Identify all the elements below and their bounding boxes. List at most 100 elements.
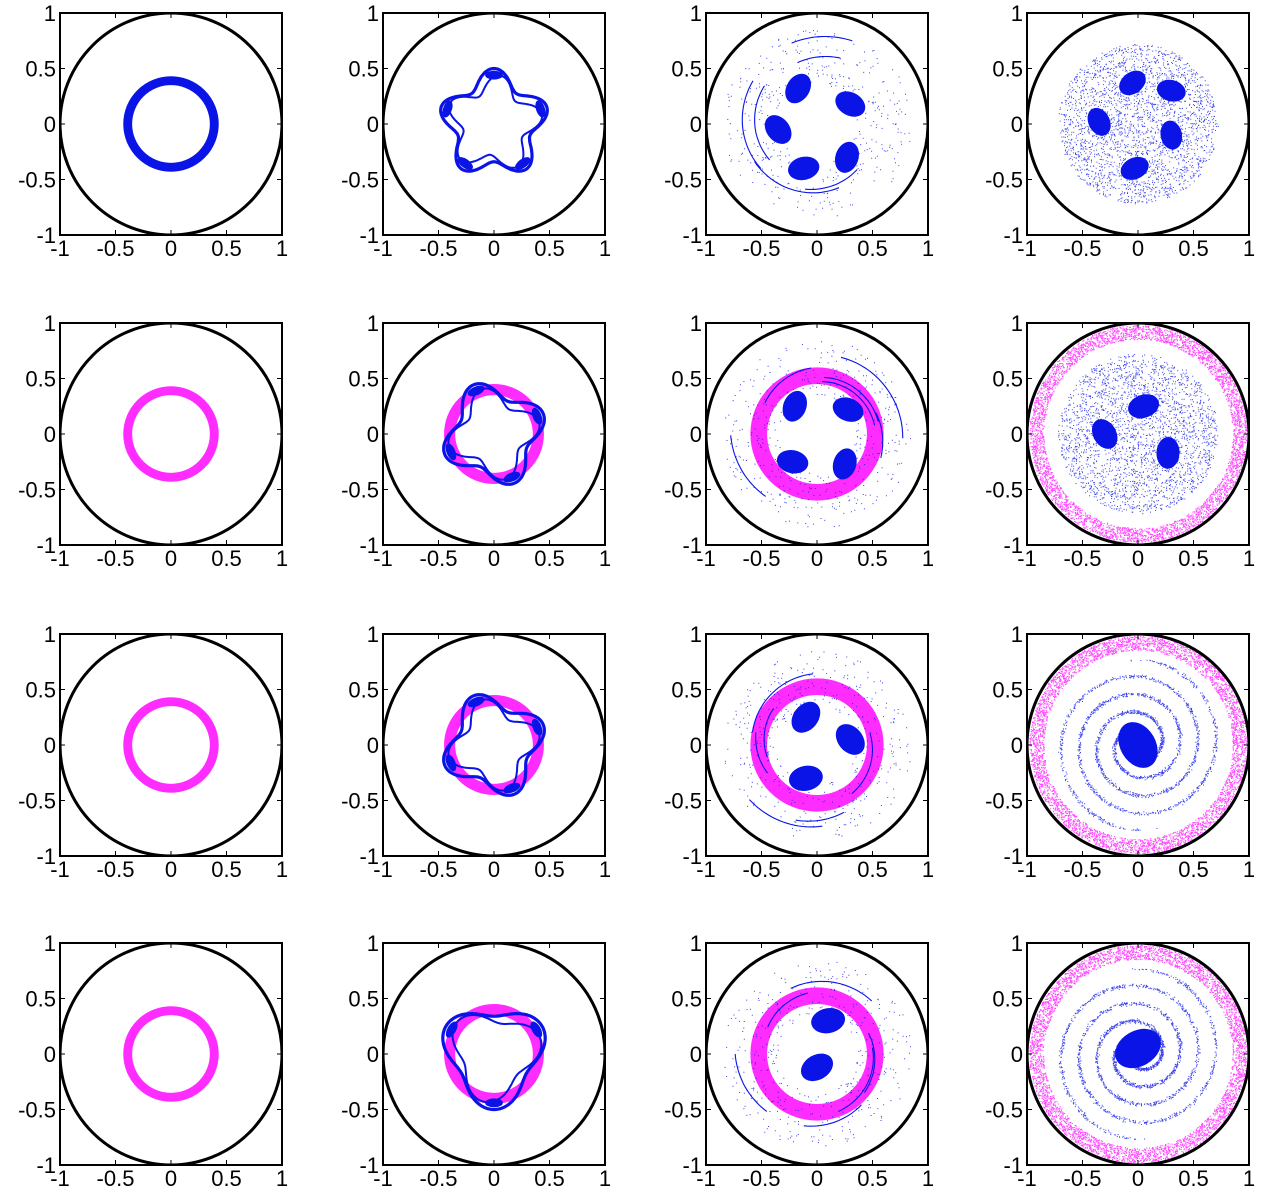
y-tick-label: -1	[36, 1153, 56, 1178]
x-tick-label: -0.5	[1064, 857, 1102, 882]
y-tick-label: -0.5	[664, 1098, 702, 1123]
ring-band	[1029, 635, 1248, 855]
vortex-patch-1	[1128, 394, 1160, 419]
panel-r3-c1: -1 -0.5 0 0.5 1 -1 -0.5 0 0.5 1	[18, 622, 288, 882]
x-tick-label: -1	[50, 236, 70, 261]
y-tick-label: 0	[44, 733, 56, 758]
y-tick-label: 0	[44, 1042, 56, 1067]
filaments	[725, 341, 911, 528]
x-tick-label: 0	[1132, 546, 1144, 571]
vortex-patch-1	[1118, 722, 1158, 768]
plot-area	[1027, 634, 1249, 856]
plot-area	[60, 943, 282, 1165]
x-tick-label: 1	[276, 857, 288, 882]
x-tick-label: -0.5	[420, 236, 458, 261]
y-tick-label: -1	[359, 223, 379, 248]
ring-band	[750, 678, 884, 812]
ring-band	[1029, 944, 1248, 1164]
y-tick-label: 0.5	[992, 57, 1023, 82]
vortex-patch-2	[832, 397, 864, 422]
y-tick-label: -0.5	[985, 789, 1023, 814]
vortex-patch-5	[764, 115, 792, 144]
panel-r4-c3: -1 -0.5 0 0.5 1 -1 -0.5 0 0.5 1	[664, 931, 934, 1191]
x-tick-label: -1	[50, 857, 70, 882]
x-tick-label: 1	[1243, 236, 1255, 261]
y-tick-label: 0	[367, 1042, 379, 1067]
y-tick-label: 1	[1011, 311, 1023, 336]
boundary-circle	[383, 13, 605, 235]
vortex-patch-2	[1156, 79, 1186, 102]
vortex-wavy_ring	[441, 1012, 547, 1112]
plot-area	[1027, 323, 1249, 545]
x-tick-label: 1	[1243, 546, 1255, 571]
vortex-patches	[724, 651, 911, 837]
y-tick-label: 0	[1011, 422, 1023, 447]
y-tick-label: 0	[690, 422, 702, 447]
y-tick-label: -1	[36, 533, 56, 558]
y-tick-label: 0.5	[25, 57, 56, 82]
vortex-patch-1	[791, 701, 821, 733]
x-tick-label: 0.5	[534, 1166, 565, 1191]
x-tick-label: 1	[599, 236, 611, 261]
boundary-circle	[706, 634, 928, 856]
plot-area	[383, 323, 605, 545]
panel-r3-c2: -1 -0.5 0 0.5 1 -1 -0.5 0 0.5 1	[341, 622, 611, 882]
x-tick-label: -1	[1017, 1166, 1037, 1191]
x-tick-label: 0.5	[857, 236, 888, 261]
x-tick-label: 1	[599, 546, 611, 571]
x-tick-label: 0.5	[534, 546, 565, 571]
vortex-wavy_ring	[439, 66, 549, 173]
x-tick-label: -0.5	[743, 546, 781, 571]
y-tick-label: 1	[690, 311, 702, 336]
vortex-wavy_ring	[442, 382, 546, 486]
x-tick-label: 0.5	[857, 546, 888, 571]
boundary-circle	[383, 323, 605, 545]
x-tick-label: 0.5	[1178, 857, 1209, 882]
plot-area	[383, 943, 605, 1165]
y-tick-label: -1	[1003, 844, 1023, 869]
vortex-patch-4	[776, 450, 809, 474]
y-tick-label: 0	[690, 112, 702, 137]
y-tick-label: -0.5	[664, 478, 702, 503]
y-tick-label: -0.5	[18, 168, 56, 193]
y-tick-label: -0.5	[985, 478, 1023, 503]
x-tick-label: 1	[1243, 1166, 1255, 1191]
x-tick-label: -1	[1017, 236, 1037, 261]
y-tick-label: 1	[44, 931, 56, 956]
y-tick-label: 0	[367, 733, 379, 758]
y-tick-label: 0	[1011, 1042, 1023, 1067]
x-tick-label: -1	[373, 546, 393, 571]
ring-band	[750, 367, 884, 501]
x-tick-label: 1	[276, 546, 288, 571]
ring-band	[123, 386, 219, 482]
y-tick-label: -0.5	[341, 478, 379, 503]
y-tick-label: -0.5	[664, 168, 702, 193]
x-tick-label: 1	[922, 236, 934, 261]
ring-band	[1029, 324, 1248, 544]
y-tick-label: 1	[44, 311, 56, 336]
y-tick-label: 0.5	[992, 678, 1023, 703]
y-tick-label: 0.5	[992, 367, 1023, 392]
panel-r1-c2: -1 -0.5 0 0.5 1 -1 -0.5 0 0.5 1	[341, 1, 611, 261]
vortex-patches	[724, 961, 911, 1147]
x-tick-label: 0	[811, 546, 823, 571]
y-tick-label: 0.5	[348, 987, 379, 1012]
panel-r2-c2: -1 -0.5 0 0.5 1 -1 -0.5 0 0.5 1	[341, 311, 611, 571]
x-tick-label: 0.5	[534, 236, 565, 261]
x-tick-label: 0	[811, 236, 823, 261]
x-tick-label: -0.5	[420, 1166, 458, 1191]
vortex-patch-1	[1115, 1028, 1161, 1069]
x-tick-label: 1	[599, 857, 611, 882]
y-tick-label: -0.5	[341, 789, 379, 814]
plot-area	[60, 13, 282, 235]
y-tick-label: 1	[367, 311, 379, 336]
y-tick-label: 0.5	[671, 367, 702, 392]
y-tick-label: -1	[1003, 223, 1023, 248]
panel-r3-c3: -1 -0.5 0 0.5 1 -1 -0.5 0 0.5 1	[664, 622, 934, 882]
y-tick-label: 0.5	[671, 57, 702, 82]
y-tick-label: 1	[1011, 931, 1023, 956]
x-tick-label: 1	[1243, 857, 1255, 882]
y-tick-label: 0.5	[671, 678, 702, 703]
y-tick-label: -0.5	[341, 168, 379, 193]
